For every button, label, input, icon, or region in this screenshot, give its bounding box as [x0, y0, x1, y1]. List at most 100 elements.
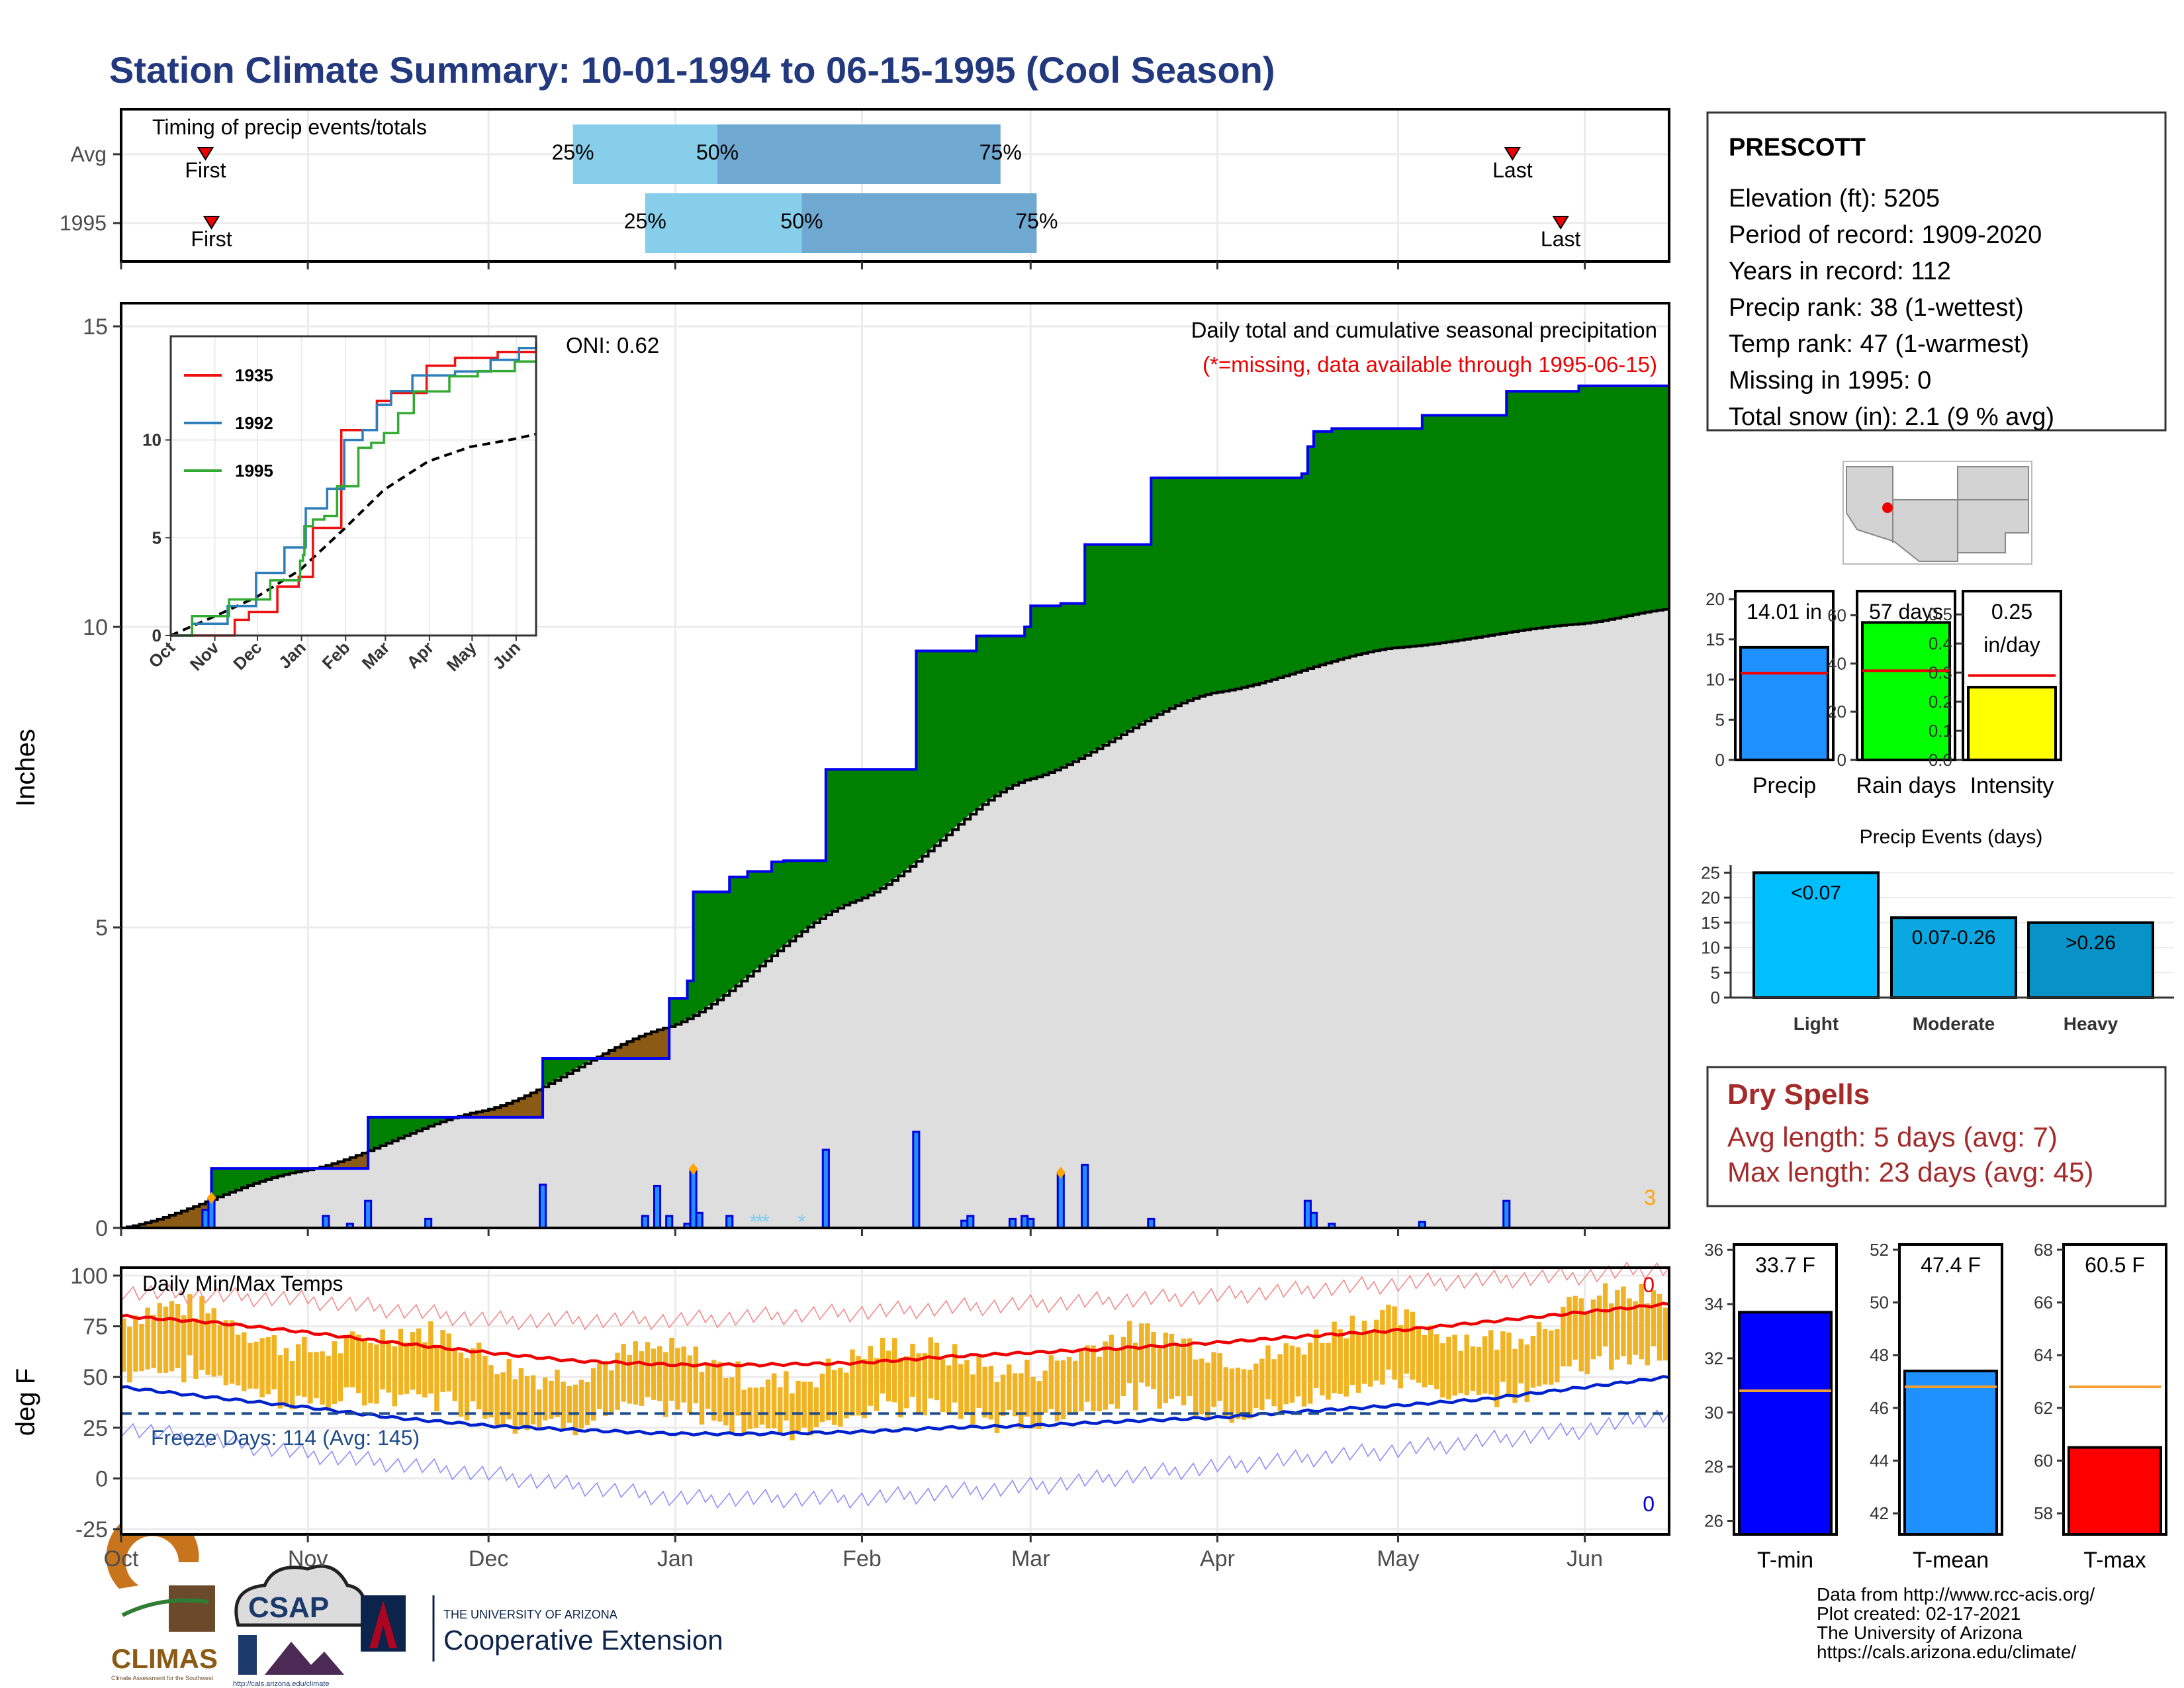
- daily-temp-bar: [1398, 1325, 1403, 1389]
- daily-temp-bar: [1500, 1331, 1506, 1382]
- daily-temp-bar: [1416, 1327, 1422, 1383]
- daily-temp-bar: [355, 1335, 361, 1393]
- daily-temp-bar: [1193, 1359, 1199, 1417]
- daily-temp-bar: [1578, 1298, 1584, 1372]
- daily-temp-bar: [543, 1377, 548, 1421]
- daily-temp-bar: [1332, 1321, 1337, 1393]
- daily-temp-bar: [1555, 1329, 1560, 1383]
- dry-spells-max: Max length: 23 days (avg: 45): [1727, 1156, 2093, 1188]
- daily-temp-bar: [217, 1325, 223, 1376]
- daily-temp-bar: [982, 1366, 987, 1418]
- summary-bar-category: T-min: [1757, 1548, 1813, 1573]
- daily-temp-bar: [633, 1341, 639, 1405]
- x-tick-label: May: [1377, 1546, 1419, 1571]
- daily-temp-bar: [1536, 1322, 1542, 1387]
- climas-logo-subtitle: Climate Assessment for the Southwest: [111, 1675, 214, 1681]
- daily-temp-bar: [675, 1348, 680, 1410]
- daily-temp-bar: [428, 1321, 433, 1394]
- inset-y-tick-label: 5: [152, 528, 161, 547]
- daily-temp-bar: [1651, 1290, 1657, 1346]
- y-tick-label: 62: [2034, 1398, 2053, 1418]
- snow-event-marker: [206, 1192, 216, 1204]
- daily-temp-bar: [886, 1350, 891, 1402]
- daily-precip-bar: [695, 1211, 704, 1229]
- x-tick-label: Nov: [288, 1546, 328, 1571]
- x-tick-label: Moderate: [1913, 1013, 1995, 1034]
- timing-pct-label: 50%: [780, 209, 823, 233]
- daily-temp-bar: [1446, 1336, 1451, 1400]
- daily-temp-bar: [874, 1358, 880, 1411]
- location-map: [1843, 461, 2032, 565]
- station-temp-rank: Temp rank: 47 (1-warmest): [1729, 330, 2029, 358]
- daily-temp-bar: [880, 1337, 886, 1394]
- events-bar-label: >0.26: [2066, 932, 2116, 954]
- daily-temp-bar: [964, 1360, 970, 1413]
- summary-bar-value: 47.4 F: [1921, 1253, 1981, 1277]
- daily-temp-bar: [1036, 1381, 1042, 1429]
- daily-temp-bar: [277, 1355, 283, 1409]
- normal-max-temp-line: [120, 1301, 1670, 1368]
- daily-temp-bar: [615, 1352, 620, 1410]
- timing-row-label: 1995: [60, 211, 107, 235]
- daily-temp-bar: [524, 1376, 530, 1430]
- station-location-dot: [1882, 502, 1893, 513]
- daily-temp-bar: [1464, 1335, 1470, 1395]
- snow-event-marker: [1056, 1166, 1066, 1179]
- daily-temp-bar: [259, 1338, 265, 1397]
- corner-count: 3: [1644, 1186, 1656, 1209]
- record-min-line: [120, 1409, 1670, 1509]
- daily-temp-bar: [1488, 1330, 1494, 1395]
- y-tick-label: 15: [1701, 913, 1720, 933]
- daily-temp-bar: [175, 1304, 181, 1368]
- ua-logo-small-text: THE UNIVERSITY OF ARIZONA: [443, 1608, 617, 1621]
- summary-bar: [1738, 1311, 1833, 1536]
- daily-precip-bar: [725, 1215, 734, 1229]
- inset-legend-label: 1992: [235, 413, 273, 433]
- daily-temp-bar: [1307, 1342, 1313, 1404]
- daily-temp-bar: [187, 1294, 193, 1356]
- daily-temp-bar: [1265, 1345, 1271, 1399]
- daily-temp-bar: [603, 1361, 608, 1416]
- daily-temp-bar: [1277, 1354, 1283, 1411]
- daily-temp-bar: [753, 1387, 759, 1428]
- daily-temp-bar: [1494, 1349, 1500, 1407]
- y-axis-label: deg F: [11, 1368, 40, 1436]
- daily-temp-bar: [567, 1385, 572, 1423]
- daily-temp-bar: [687, 1355, 692, 1413]
- first-marker: [203, 216, 220, 230]
- x-tick-label: Oct: [104, 1546, 139, 1571]
- daily-temp-bar: [928, 1337, 934, 1399]
- daily-temp-bar: [976, 1356, 981, 1408]
- daily-temp-bar: [771, 1373, 777, 1429]
- y-axis-label: Inches: [11, 729, 40, 807]
- y-tick-label: 60: [1827, 605, 1846, 625]
- daily-temp-bar: [157, 1303, 163, 1373]
- daily-temp-bar: [1006, 1364, 1012, 1410]
- daily-temp-bar: [747, 1387, 752, 1429]
- daily-temp-bar: [1428, 1325, 1433, 1385]
- daily-temp-bar: [940, 1359, 946, 1413]
- summary-bar-frame: [2062, 1243, 2167, 1536]
- daily-temp-bar: [446, 1333, 451, 1392]
- daily-precip-bar: [821, 1149, 830, 1229]
- daily-temp-bar: [1024, 1360, 1030, 1417]
- daily-temp-bar: [813, 1387, 819, 1427]
- station-elevation: Elevation (ft): 5205: [1729, 185, 1940, 212]
- y-tick-label: 44: [1870, 1451, 1889, 1471]
- daily-temp-bar: [1572, 1295, 1578, 1360]
- daily-temp-bar: [1392, 1306, 1397, 1380]
- daily-temp-bar: [1314, 1329, 1319, 1388]
- daily-temp-bar: [904, 1356, 909, 1409]
- y-tick-label: 0.0: [1929, 750, 1952, 770]
- daily-temp-bar: [163, 1306, 169, 1373]
- daily-temp-bar: [410, 1332, 416, 1390]
- daily-temp-bar: [1175, 1344, 1181, 1397]
- x-tick-label: Apr: [1200, 1546, 1235, 1571]
- daily-temp-bar: [1289, 1345, 1295, 1403]
- daily-temp-bar: [464, 1358, 470, 1421]
- daily-temp-bar: [229, 1320, 235, 1384]
- daily-temp-bar: [374, 1344, 379, 1404]
- daily-temp-bar: [711, 1360, 717, 1421]
- daily-precip-bar: [966, 1215, 975, 1229]
